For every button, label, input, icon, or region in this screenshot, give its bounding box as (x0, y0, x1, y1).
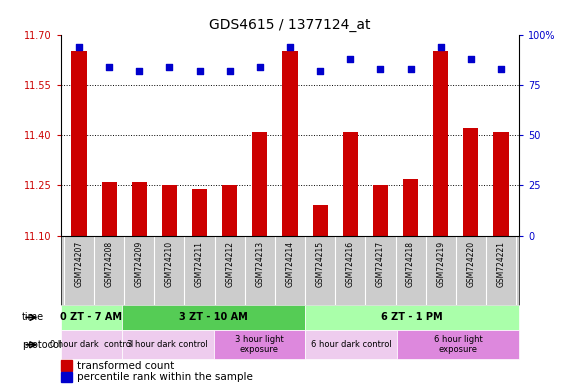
Text: GSM724212: GSM724212 (225, 241, 234, 287)
Text: protocol: protocol (22, 340, 61, 350)
Text: GSM724214: GSM724214 (285, 241, 295, 287)
Bar (463, 128, 478, 236)
Bar (313, 205, 328, 236)
Bar (494, 132, 509, 236)
Bar (61, 305, 122, 330)
Text: 3 hour light
exposure: 3 hour light exposure (235, 335, 284, 354)
Point (496, 66, 506, 72)
Bar (71, 51, 86, 236)
Point (316, 68, 325, 74)
Text: GSM724211: GSM724211 (195, 241, 204, 287)
Text: GSM724221: GSM724221 (496, 241, 506, 287)
Point (104, 64, 114, 70)
Point (376, 66, 385, 72)
Text: 0 hour dark  control: 0 hour dark control (50, 340, 133, 349)
Bar (61, 372, 72, 382)
Text: 0 ZT - 7 AM: 0 ZT - 7 AM (60, 313, 122, 323)
Text: GSM724220: GSM724220 (466, 241, 476, 287)
Bar (102, 182, 117, 236)
Text: GSM724207: GSM724207 (74, 241, 84, 287)
Point (135, 68, 144, 74)
Bar (305, 330, 397, 359)
Text: transformed count: transformed count (77, 361, 174, 371)
Point (346, 56, 355, 62)
Bar (252, 132, 267, 236)
Bar (213, 330, 305, 359)
Bar (373, 185, 388, 236)
Text: GSM724217: GSM724217 (376, 241, 385, 287)
Point (195, 68, 204, 74)
Title: GDS4615 / 1377124_at: GDS4615 / 1377124_at (209, 18, 371, 32)
Text: GSM724219: GSM724219 (436, 241, 445, 287)
Point (165, 64, 174, 70)
Bar (162, 185, 177, 236)
Text: GSM724208: GSM724208 (104, 241, 114, 287)
Point (74, 43, 84, 50)
Bar (61, 330, 122, 359)
Point (285, 43, 295, 50)
Text: GSM724218: GSM724218 (406, 241, 415, 287)
Text: GSM724215: GSM724215 (316, 241, 325, 287)
Bar (192, 189, 207, 236)
Text: 6 ZT - 1 PM: 6 ZT - 1 PM (382, 313, 443, 323)
Text: 6 hour light
exposure: 6 hour light exposure (434, 335, 483, 354)
Bar (397, 330, 519, 359)
Bar (122, 330, 213, 359)
Bar (403, 179, 418, 236)
Point (225, 68, 234, 74)
Bar (61, 360, 72, 371)
Text: GSM724210: GSM724210 (165, 241, 174, 287)
Bar (305, 305, 519, 330)
Bar (343, 132, 358, 236)
Text: time: time (22, 313, 44, 323)
Point (466, 56, 476, 62)
Text: 6 hour dark control: 6 hour dark control (311, 340, 392, 349)
Point (255, 64, 264, 70)
Text: 3 hour dark control: 3 hour dark control (128, 340, 208, 349)
Text: percentile rank within the sample: percentile rank within the sample (77, 372, 253, 382)
Bar (282, 51, 298, 236)
Text: GSM724213: GSM724213 (255, 241, 264, 287)
Bar (222, 185, 237, 236)
Text: 3 ZT - 10 AM: 3 ZT - 10 AM (179, 313, 248, 323)
Bar (122, 305, 305, 330)
Point (436, 43, 445, 50)
Text: GSM724216: GSM724216 (346, 241, 355, 287)
Text: GSM724209: GSM724209 (135, 241, 144, 287)
Bar (132, 182, 147, 236)
Point (406, 66, 415, 72)
Bar (433, 51, 448, 236)
